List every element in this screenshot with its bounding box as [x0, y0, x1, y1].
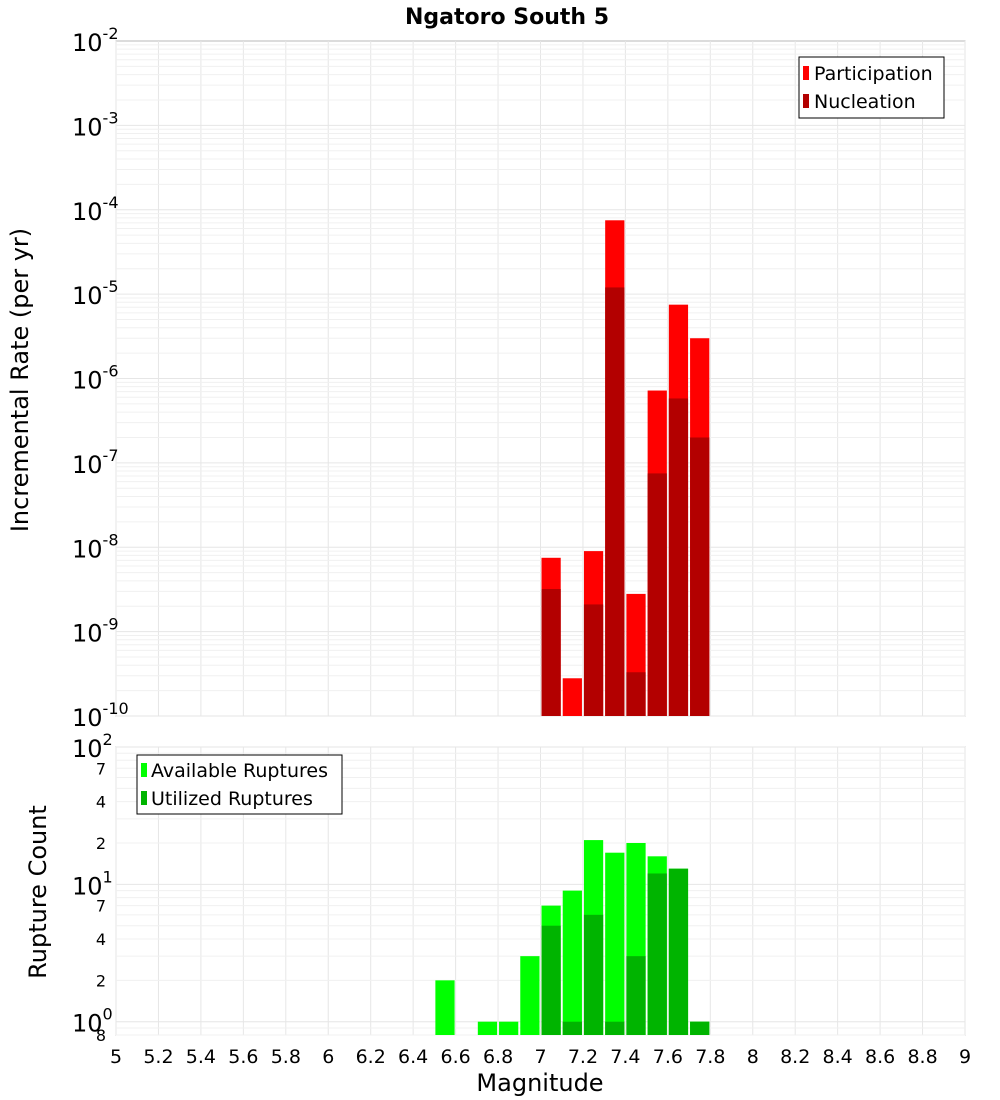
bar-available-ruptures [435, 980, 455, 1035]
bottom-y-major-tick-label: 101 [72, 867, 113, 900]
top-legend-box [798, 56, 945, 119]
bottom-y-axis-title: Rupture Count [24, 805, 52, 979]
bottom-legend: Available Ruptures Utilized Ruptures [136, 754, 343, 815]
legend-swatch-available-ruptures [141, 763, 147, 777]
bottom-y-minor-tick-label: 2 [96, 834, 106, 853]
x-tick-label: 5.8 [271, 1046, 301, 1068]
bottom-y-minor-tick-label: 7 [96, 759, 106, 778]
top-y-tick-label: 10-7 [72, 446, 119, 479]
bottom-y-major-tick-label: 100 [72, 1005, 113, 1038]
top-y-tick-label: 10-3 [72, 108, 119, 141]
bottom-y-minor-tick-label: 2 [96, 971, 106, 990]
chart-title: Ngatoro South 5 [405, 5, 609, 30]
x-tick-label: 8 [747, 1046, 759, 1068]
x-tick-label: 7.6 [653, 1046, 683, 1068]
bar-utilized-ruptures [541, 925, 561, 1035]
legend-swatch-participation [803, 66, 809, 80]
legend-label-available-ruptures: Available Ruptures [151, 760, 328, 782]
series-nucleation [541, 287, 710, 716]
x-tick-label: 8.2 [780, 1046, 810, 1068]
top-y-tick-label: 10-6 [72, 362, 119, 395]
x-tick-label: 6.8 [483, 1046, 513, 1068]
bottom-y-minor-tick-label: 4 [96, 793, 106, 812]
x-tick-label: 6.2 [356, 1046, 386, 1068]
bar-nucleation [626, 672, 646, 716]
bar-utilized-ruptures [690, 1021, 710, 1035]
x-tick-label: 9 [959, 1046, 971, 1068]
bar-available-ruptures [562, 890, 582, 1035]
x-tick-label: 5.2 [143, 1046, 173, 1068]
top-plot-area: 10-2 10-3 10-4 10-5 10-6 10-7 10-8 10-9 10-10 [72, 24, 966, 732]
bar-utilized-ruptures [647, 873, 667, 1035]
x-tick-label: 7 [534, 1046, 546, 1068]
x-tick-labels: 5 5.2 5.4 5.6 5.8 6 6.2 6.4 6.6 6.8 7 7.2 7.4 7.6 7.8 8… [110, 1046, 971, 1068]
x-tick-label: 8.8 [907, 1046, 937, 1068]
bar-utilized-ruptures [583, 914, 604, 1035]
bar-nucleation [605, 287, 625, 716]
x-tick-label: 7.2 [568, 1046, 598, 1068]
top-y-tick-label: 10-4 [72, 193, 119, 226]
top-y-tick-label: 10-9 [72, 615, 119, 648]
top-y-tick-labels: 10-2 10-3 10-4 10-5 10-6 10-7 10-8 10-9 10-10 [72, 24, 129, 732]
bottom-legend-box [136, 754, 343, 815]
bottom-y-tick-labels: 102 101 100 7 4 2 7 4 2 8 [72, 730, 113, 1045]
bottom-y-minor-tick-label: 7 [96, 897, 106, 916]
bar-available-ruptures [520, 956, 540, 1035]
legend-label-participation: Participation [814, 63, 933, 85]
x-tick-label: 5.6 [228, 1046, 258, 1068]
bottom-y-major-tick-label: 102 [72, 730, 113, 763]
series-utilized-ruptures [541, 868, 710, 1035]
bar-available-ruptures [605, 852, 625, 1035]
top-y-axis-title: Incremental Rate (per yr) [6, 228, 34, 532]
x-tick-label: 7.4 [610, 1046, 640, 1068]
bar-available-ruptures [477, 1021, 498, 1035]
bottom-y-minor-tick-label: 8 [96, 1026, 106, 1045]
top-y-tick-label: 10-5 [72, 277, 119, 310]
top-y-tick-label: 10-10 [72, 699, 129, 732]
x-tick-label: 6 [322, 1046, 334, 1068]
bar-utilized-ruptures [605, 1021, 625, 1035]
bottom-y-minor-tick-label: 4 [96, 930, 106, 949]
top-y-tick-label: 10-8 [72, 530, 119, 563]
legend-label-utilized-ruptures: Utilized Ruptures [151, 788, 313, 810]
bar-available-ruptures [499, 1021, 519, 1035]
bar-nucleation [583, 604, 604, 716]
x-tick-label: 5.4 [186, 1046, 216, 1068]
legend-swatch-nucleation [803, 94, 809, 108]
bar-nucleation [690, 437, 710, 716]
bar-utilized-ruptures [626, 956, 646, 1035]
x-axis-title: Magnitude [476, 1069, 603, 1097]
top-y-tick-label: 10-2 [72, 24, 119, 57]
legend-swatch-utilized-ruptures [141, 791, 147, 805]
x-tick-label: 5 [110, 1046, 122, 1068]
bar-nucleation [541, 589, 561, 716]
bar-nucleation [668, 398, 689, 716]
bar-utilized-ruptures [668, 868, 689, 1035]
top-legend: Participation Nucleation [798, 56, 945, 119]
x-tick-label: 7.8 [695, 1046, 725, 1068]
top-gridlines [115, 41, 966, 717]
bar-nucleation [647, 473, 667, 716]
x-tick-label: 8.4 [823, 1046, 853, 1068]
legend-label-nucleation: Nucleation [814, 91, 916, 113]
x-tick-label: 6.6 [440, 1046, 470, 1068]
bar-utilized-ruptures [562, 1021, 582, 1035]
x-tick-label: 8.6 [865, 1046, 895, 1068]
bar-participation [562, 678, 582, 716]
x-tick-label: 6.4 [398, 1046, 428, 1068]
